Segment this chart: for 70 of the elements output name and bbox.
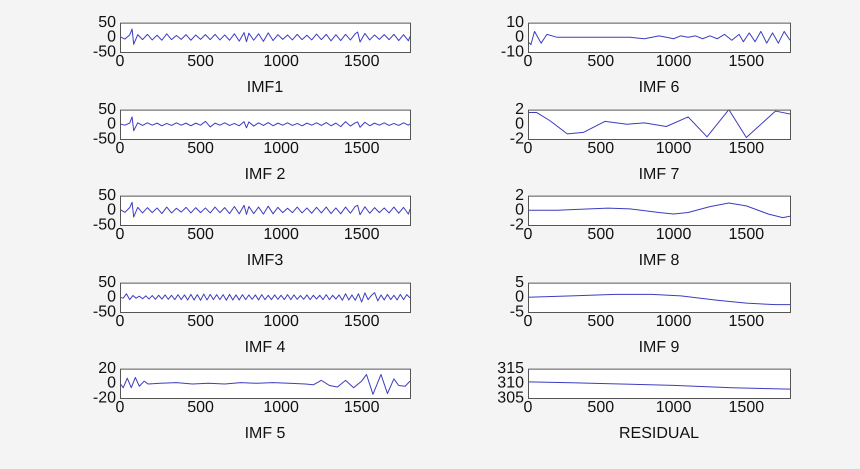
x-tick-label: 1000 bbox=[656, 399, 692, 416]
x-tick-label: 1500 bbox=[728, 399, 764, 416]
x-tick-label: 1500 bbox=[344, 140, 380, 158]
y-tick-label: 50 bbox=[98, 274, 116, 292]
x-axis-title: IMF 9 bbox=[638, 338, 680, 356]
y-tick-label: 5 bbox=[515, 274, 524, 292]
x-tick-label: 1500 bbox=[728, 140, 764, 158]
x-axis-title: IMF 4 bbox=[244, 338, 286, 356]
y-tick-label: -50 bbox=[92, 130, 116, 148]
x-tick-label: 1500 bbox=[344, 399, 380, 416]
x-axis-title: IMF 8 bbox=[638, 252, 680, 269]
y-tick-label: 0 bbox=[515, 116, 524, 133]
x-axis-title: IMF 5 bbox=[244, 424, 286, 442]
x-tick-label: 1000 bbox=[263, 226, 300, 244]
y-tick-label: 50 bbox=[98, 187, 116, 204]
x-tick-label: 1500 bbox=[344, 53, 380, 70]
y-tick-label: 305 bbox=[497, 389, 524, 406]
y-tick-label: -20 bbox=[92, 389, 116, 406]
x-tick-label: 500 bbox=[187, 140, 214, 158]
y-tick-label: 310 bbox=[497, 374, 524, 392]
y-tick-label: -50 bbox=[92, 303, 116, 320]
x-axis-title: RESIDUAL bbox=[618, 424, 700, 442]
x-tick-label: 1000 bbox=[263, 140, 300, 158]
x-tick-label: 1000 bbox=[656, 53, 692, 70]
y-tick-label: 0 bbox=[107, 28, 116, 46]
y-tick-label: 10 bbox=[506, 14, 524, 32]
x-axis-title: IMF1 bbox=[246, 78, 284, 96]
x-tick-label: 1500 bbox=[728, 226, 764, 244]
x-tick-label: 1500 bbox=[344, 226, 380, 244]
x-tick-label: 500 bbox=[587, 313, 614, 330]
y-tick-label: -10 bbox=[500, 43, 524, 60]
x-tick-label: 500 bbox=[587, 226, 614, 244]
y-tick-label: 0 bbox=[515, 28, 524, 46]
x-tick-label: 1000 bbox=[656, 313, 692, 330]
y-tick-label: 315 bbox=[497, 360, 524, 378]
x-tick-label: 500 bbox=[587, 399, 614, 416]
x-tick-label: 500 bbox=[187, 53, 214, 70]
y-tick-label: 50 bbox=[98, 101, 116, 118]
y-tick-label: -50 bbox=[92, 43, 116, 60]
y-tick-label: 2 bbox=[515, 187, 524, 204]
y-tick-label: 0 bbox=[515, 288, 524, 306]
y-tick-label: -50 bbox=[92, 216, 116, 234]
x-axis-title: IMF 6 bbox=[638, 78, 680, 96]
y-tick-label: -5 bbox=[510, 303, 524, 320]
x-tick-label: 1000 bbox=[263, 313, 300, 330]
y-tick-label: -2 bbox=[510, 130, 524, 148]
x-axis-title: IMF 2 bbox=[244, 166, 286, 183]
x-axis-title: IMF3 bbox=[246, 252, 284, 269]
y-tick-label: 0 bbox=[107, 202, 116, 219]
y-tick-label: 0 bbox=[515, 202, 524, 219]
y-tick-label: 0 bbox=[107, 374, 116, 392]
x-tick-label: 1500 bbox=[344, 313, 380, 330]
x-tick-label: 500 bbox=[587, 53, 614, 70]
x-tick-label: 1000 bbox=[656, 140, 692, 158]
x-tick-label: 500 bbox=[187, 226, 214, 244]
y-tick-label: 2 bbox=[515, 101, 524, 118]
x-tick-label: 500 bbox=[187, 399, 214, 416]
x-tick-label: 500 bbox=[587, 140, 614, 158]
y-tick-label: 0 bbox=[107, 288, 116, 306]
x-tick-label: 500 bbox=[187, 313, 214, 330]
y-tick-label: -2 bbox=[510, 216, 524, 234]
y-tick-label: 0 bbox=[107, 116, 116, 133]
x-tick-label: 1000 bbox=[263, 399, 300, 416]
x-tick-label: 1500 bbox=[728, 53, 764, 70]
x-tick-label: 1500 bbox=[728, 313, 764, 330]
y-tick-label: 20 bbox=[98, 360, 116, 378]
y-tick-label: 50 bbox=[98, 14, 116, 32]
x-tick-label: 1000 bbox=[656, 226, 692, 244]
x-axis-title: IMF 7 bbox=[638, 166, 680, 183]
x-tick-label: 1000 bbox=[263, 53, 300, 70]
